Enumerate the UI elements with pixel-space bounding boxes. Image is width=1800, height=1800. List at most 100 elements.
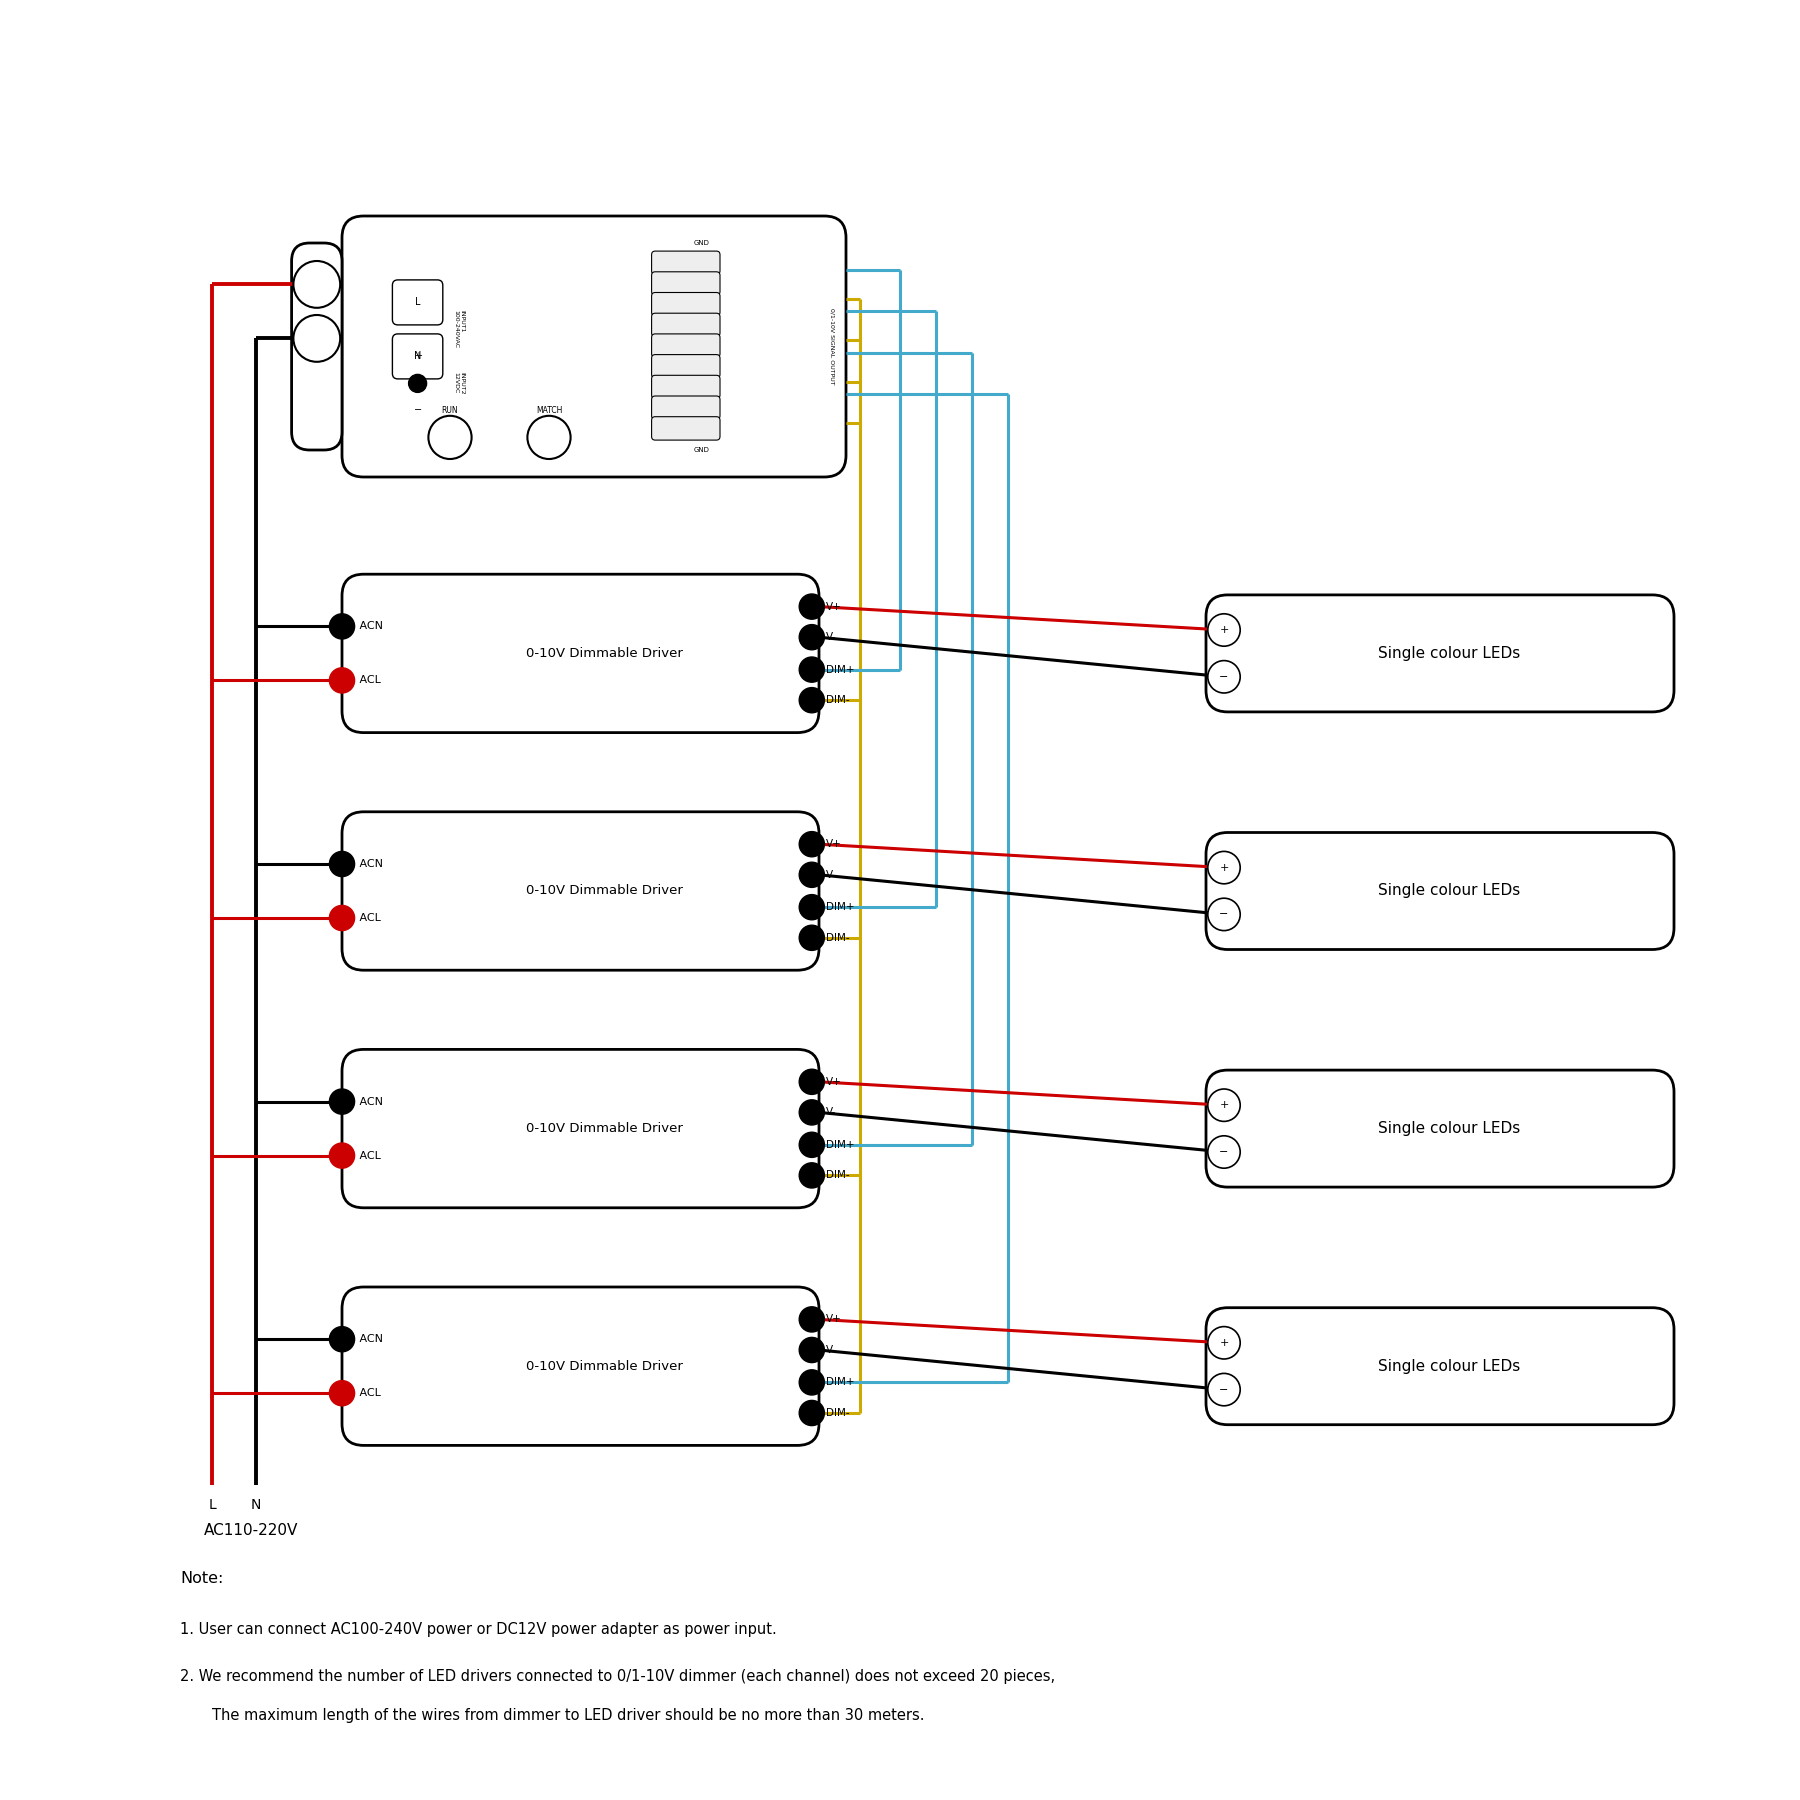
FancyBboxPatch shape xyxy=(292,243,342,450)
Circle shape xyxy=(799,688,824,713)
Text: V-: V- xyxy=(826,1345,837,1355)
Text: 0-10V Dimmable Driver: 0-10V Dimmable Driver xyxy=(526,1121,682,1136)
Text: MATCH: MATCH xyxy=(536,405,562,414)
FancyBboxPatch shape xyxy=(652,396,720,419)
Circle shape xyxy=(1208,661,1240,693)
Circle shape xyxy=(329,668,355,693)
Circle shape xyxy=(329,614,355,639)
Text: ACL: ACL xyxy=(356,1150,382,1161)
Text: DIM+: DIM+ xyxy=(826,1377,855,1388)
Circle shape xyxy=(799,832,824,857)
Text: ACL: ACL xyxy=(356,1388,382,1399)
FancyBboxPatch shape xyxy=(1206,594,1674,711)
Text: 0-10V Dimmable Driver: 0-10V Dimmable Driver xyxy=(526,1359,682,1373)
Text: −: − xyxy=(1219,671,1229,682)
Circle shape xyxy=(1208,898,1240,931)
Text: DIM-: DIM- xyxy=(826,932,850,943)
Text: DIM-: DIM- xyxy=(826,1170,850,1181)
Circle shape xyxy=(329,1327,355,1352)
Text: V-: V- xyxy=(826,632,837,643)
Text: Single colour LEDs: Single colour LEDs xyxy=(1379,646,1521,661)
Text: 0/1-10V SIGNAL OUTPUT: 0/1-10V SIGNAL OUTPUT xyxy=(830,308,833,385)
Text: V-: V- xyxy=(826,1107,837,1118)
Text: V-: V- xyxy=(826,869,837,880)
Text: −: − xyxy=(1219,1384,1229,1395)
Text: DIM+: DIM+ xyxy=(826,902,855,913)
Text: −: − xyxy=(414,405,421,416)
Circle shape xyxy=(799,625,824,650)
Text: +: + xyxy=(1219,1337,1229,1348)
Circle shape xyxy=(1208,1373,1240,1406)
FancyBboxPatch shape xyxy=(342,1049,819,1208)
Circle shape xyxy=(799,1132,824,1157)
Text: V+: V+ xyxy=(826,1076,842,1087)
Text: +: + xyxy=(1219,625,1229,635)
Text: Single colour LEDs: Single colour LEDs xyxy=(1379,1359,1521,1373)
Text: V+: V+ xyxy=(826,1314,842,1325)
Circle shape xyxy=(799,1400,824,1426)
Circle shape xyxy=(1208,1089,1240,1121)
Text: ACN: ACN xyxy=(356,1334,383,1345)
Text: V+: V+ xyxy=(826,839,842,850)
FancyBboxPatch shape xyxy=(342,812,819,970)
FancyBboxPatch shape xyxy=(1206,1307,1674,1426)
Circle shape xyxy=(799,657,824,682)
FancyBboxPatch shape xyxy=(1206,832,1674,950)
FancyBboxPatch shape xyxy=(652,313,720,337)
Text: Single colour LEDs: Single colour LEDs xyxy=(1379,884,1521,898)
Text: 0-10V Dimmable Driver: 0-10V Dimmable Driver xyxy=(526,884,682,898)
Text: INPUT2
12VDC: INPUT2 12VDC xyxy=(454,373,464,394)
Text: 0-10V Dimmable Driver: 0-10V Dimmable Driver xyxy=(526,646,682,661)
FancyBboxPatch shape xyxy=(1206,1069,1674,1188)
Text: DIM+: DIM+ xyxy=(826,1139,855,1150)
Text: Note:: Note: xyxy=(180,1571,223,1586)
Circle shape xyxy=(1208,1136,1240,1168)
FancyBboxPatch shape xyxy=(392,333,443,378)
Text: DIM-: DIM- xyxy=(826,695,850,706)
Circle shape xyxy=(1208,1327,1240,1359)
Circle shape xyxy=(293,261,340,308)
Circle shape xyxy=(799,1100,824,1125)
Text: +: + xyxy=(1219,1100,1229,1111)
FancyBboxPatch shape xyxy=(652,376,720,400)
FancyBboxPatch shape xyxy=(652,292,720,317)
Circle shape xyxy=(799,1069,824,1094)
Circle shape xyxy=(799,862,824,887)
Text: +: + xyxy=(1219,862,1229,873)
Circle shape xyxy=(329,1381,355,1406)
Text: N: N xyxy=(250,1498,261,1512)
Circle shape xyxy=(409,374,427,392)
FancyBboxPatch shape xyxy=(342,1287,819,1445)
Circle shape xyxy=(799,1370,824,1395)
Text: RUN: RUN xyxy=(441,405,459,414)
Text: GND: GND xyxy=(695,446,709,454)
FancyBboxPatch shape xyxy=(342,574,819,733)
FancyBboxPatch shape xyxy=(652,355,720,378)
Circle shape xyxy=(1208,851,1240,884)
Text: AC110-220V: AC110-220V xyxy=(203,1523,297,1537)
Circle shape xyxy=(329,1143,355,1168)
Circle shape xyxy=(329,905,355,931)
Circle shape xyxy=(428,416,472,459)
Circle shape xyxy=(329,1089,355,1114)
Circle shape xyxy=(293,315,340,362)
Circle shape xyxy=(799,1337,824,1363)
Text: The maximum length of the wires from dimmer to LED driver should be no more than: The maximum length of the wires from dim… xyxy=(212,1708,925,1723)
Text: ACL: ACL xyxy=(356,675,382,686)
FancyBboxPatch shape xyxy=(342,216,846,477)
Text: −: − xyxy=(1219,1147,1229,1157)
Circle shape xyxy=(527,416,571,459)
Text: 2. We recommend the number of LED drivers connected to 0/1-10V dimmer (each chan: 2. We recommend the number of LED driver… xyxy=(180,1669,1055,1683)
FancyBboxPatch shape xyxy=(652,272,720,295)
Circle shape xyxy=(329,851,355,877)
Text: DIM+: DIM+ xyxy=(826,664,855,675)
Text: ACN: ACN xyxy=(356,621,383,632)
Text: 1. User can connect AC100-240V power or DC12V power adapter as power input.: 1. User can connect AC100-240V power or … xyxy=(180,1622,778,1636)
Circle shape xyxy=(1208,614,1240,646)
Text: DIM-: DIM- xyxy=(826,1408,850,1418)
Text: −: − xyxy=(1219,909,1229,920)
Text: ACN: ACN xyxy=(356,1096,383,1107)
Text: +: + xyxy=(414,351,421,362)
FancyBboxPatch shape xyxy=(652,335,720,356)
Text: V+: V+ xyxy=(826,601,842,612)
